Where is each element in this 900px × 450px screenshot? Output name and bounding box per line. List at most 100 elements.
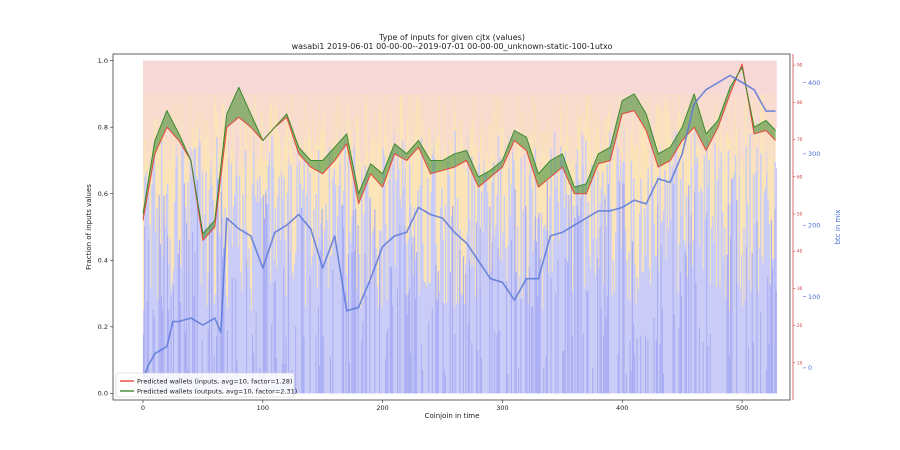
bg-top-col bbox=[335, 60, 338, 97]
bg-top-col bbox=[219, 60, 222, 129]
bg-top-col bbox=[202, 60, 205, 108]
bg-bar bbox=[768, 343, 770, 394]
bg-bar bbox=[392, 305, 394, 394]
bg-low-col bbox=[635, 303, 637, 394]
bg-top-col bbox=[715, 60, 718, 101]
bg-bar bbox=[756, 221, 758, 394]
bg-top-col bbox=[592, 60, 594, 111]
bg-top-col bbox=[410, 60, 412, 147]
bg-low-col bbox=[743, 227, 745, 394]
bg-low-col bbox=[202, 228, 205, 394]
bg-top-col bbox=[286, 60, 289, 105]
bg-top-col bbox=[250, 60, 253, 105]
bg-top-col bbox=[175, 60, 177, 168]
bg-top-col bbox=[775, 60, 778, 128]
bg-top-col bbox=[359, 60, 362, 163]
bg-top-col bbox=[394, 60, 397, 174]
fill-segment bbox=[466, 150, 479, 188]
bg-low-col bbox=[169, 238, 171, 394]
fill-segment bbox=[766, 120, 776, 141]
bg-top-col bbox=[479, 60, 482, 136]
bg-low-col bbox=[724, 227, 726, 394]
bg-bar bbox=[302, 217, 304, 394]
fill-segment bbox=[706, 120, 719, 151]
bg-top-col bbox=[357, 60, 359, 117]
bg-low-col bbox=[381, 306, 383, 394]
bg-bar bbox=[320, 250, 322, 394]
bg-top-col bbox=[733, 60, 736, 157]
bg-low-col bbox=[612, 259, 615, 394]
bg-top-col bbox=[763, 60, 766, 172]
bg-top-col bbox=[670, 60, 672, 140]
bg-bar bbox=[407, 293, 409, 394]
fill-segment bbox=[598, 147, 611, 164]
bg-low-col bbox=[329, 257, 332, 394]
bg-top-col bbox=[206, 60, 208, 119]
bg-low-col bbox=[643, 208, 646, 394]
bg-low-col bbox=[359, 307, 362, 394]
bg-low-col bbox=[518, 297, 520, 394]
bg-top-col bbox=[563, 60, 565, 144]
bg-top-col bbox=[309, 60, 311, 137]
bg-low-col bbox=[695, 164, 697, 394]
bg-top-col bbox=[246, 60, 248, 127]
bg-top-col bbox=[162, 60, 164, 125]
bg-top-col bbox=[766, 60, 768, 174]
bg-low-col bbox=[460, 293, 462, 394]
bg-low-col bbox=[402, 188, 405, 394]
bg-low-col bbox=[408, 163, 411, 394]
bg-top-col bbox=[448, 60, 450, 140]
bg-top-col bbox=[302, 60, 304, 162]
bg-top-col bbox=[678, 60, 681, 94]
bg-top-col bbox=[480, 60, 483, 116]
bg-low-col bbox=[229, 230, 231, 394]
bg-low-col bbox=[636, 277, 639, 394]
bg-top-col bbox=[482, 60, 484, 172]
bg-low-col bbox=[507, 245, 509, 394]
bg-low-col bbox=[646, 202, 648, 394]
bg-low-col bbox=[289, 251, 291, 394]
bg-low-col bbox=[569, 227, 571, 394]
bg-low-col bbox=[260, 197, 262, 394]
bg-bar bbox=[606, 295, 608, 394]
bg-bar bbox=[562, 351, 564, 394]
bg-low-col bbox=[488, 277, 490, 394]
y3-tick-label: 80 bbox=[797, 100, 803, 105]
bg-low-col bbox=[254, 195, 256, 394]
bg-top-col bbox=[160, 60, 163, 137]
bg-top-col bbox=[365, 60, 368, 102]
bg-top-col bbox=[537, 60, 539, 121]
x-tick-label: 0 bbox=[141, 404, 145, 412]
bg-bar bbox=[341, 204, 344, 394]
bg-top-col bbox=[447, 60, 449, 163]
bg-low-col bbox=[619, 155, 622, 394]
bg-top-col bbox=[546, 60, 549, 158]
bg-low-col bbox=[755, 171, 757, 394]
bg-top-col bbox=[472, 60, 474, 99]
bg-top-col bbox=[519, 60, 521, 141]
bg-top-col bbox=[489, 60, 491, 125]
bg-bar bbox=[496, 334, 498, 394]
bg-bar bbox=[266, 203, 268, 394]
bg-top-col bbox=[648, 60, 651, 170]
bg-low-col bbox=[422, 243, 424, 394]
y2-tick-label: 200 bbox=[808, 222, 820, 230]
bg-bar bbox=[534, 216, 536, 394]
bg-low-col bbox=[527, 303, 530, 394]
bg-bar bbox=[685, 256, 687, 394]
bg-bar bbox=[662, 373, 665, 394]
bg-low-col bbox=[470, 265, 472, 394]
bg-low-col bbox=[484, 175, 486, 394]
bg-top-col bbox=[550, 60, 552, 129]
bg-bar bbox=[539, 258, 541, 394]
bg-top-col bbox=[186, 60, 188, 141]
bg-top-col bbox=[589, 60, 592, 95]
bg-top-col bbox=[743, 60, 745, 173]
bg-top-col bbox=[716, 60, 719, 113]
bg-low-col bbox=[466, 233, 468, 394]
bg-top-col bbox=[350, 60, 352, 130]
bg-top-col bbox=[501, 60, 503, 98]
bg-low-col bbox=[424, 282, 426, 394]
bg-low-col bbox=[683, 239, 685, 394]
fill-segment bbox=[370, 163, 383, 188]
